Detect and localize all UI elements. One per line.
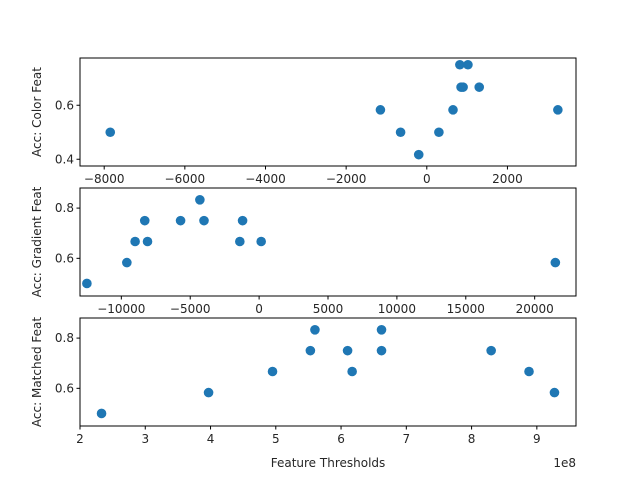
subplot-gradient-feat: −10000 −5000 0 5000 10000 15000 20000 0.6 0.8 Acc… — [30, 186, 577, 316]
plot-frame — [79, 187, 577, 297]
scatter-point — [203, 387, 214, 398]
y-axis-label: Acc: Gradient Feat — [30, 186, 44, 297]
scatter-point — [310, 325, 320, 335]
y-axis-label: Acc: Matched Feat — [30, 317, 44, 427]
x-tick-label: 5000 — [313, 302, 344, 316]
x-tick-label: 9 — [533, 432, 541, 446]
x-tick-label: 3 — [141, 432, 149, 446]
scatter-point — [550, 257, 561, 268]
x-tick-label: 5 — [272, 432, 280, 446]
x-tick-label: 7 — [402, 432, 410, 446]
scatter-point — [376, 325, 387, 335]
x-tick-label: 2 — [76, 432, 84, 446]
scatter-point — [96, 408, 107, 419]
scatter-point — [237, 215, 248, 226]
y-tick-label: 0.6 — [55, 251, 74, 265]
scatter-point — [455, 59, 465, 70]
scatter-point — [448, 105, 458, 115]
scatter-point — [413, 149, 424, 160]
scatter-point — [486, 345, 496, 356]
scatter-point — [235, 236, 245, 247]
x-tick-label: 2000 — [492, 172, 523, 186]
plot-frame — [79, 317, 577, 427]
x-axis-label: Feature Thresholds — [271, 456, 386, 470]
scatter-point — [105, 127, 116, 138]
subplot-color-feat: −8000 −6000 −4000 −2000 0 2000 0.4 0.6 Acc: Colo… — [30, 57, 577, 186]
x-tick-label: 0 — [255, 302, 263, 316]
scatter-point — [458, 82, 468, 92]
x-tick-label: 8 — [468, 432, 476, 446]
scatter-point — [376, 345, 387, 356]
x-tick-label: 15000 — [447, 302, 485, 316]
scatter-point — [139, 215, 150, 226]
y-tick-label: 0.4 — [55, 152, 74, 166]
x-tick-label: −10000 — [97, 302, 145, 316]
x-offset-label: 1e8 — [553, 456, 576, 470]
x-tick-label: 4 — [207, 432, 215, 446]
x-tick-label: −6000 — [165, 172, 206, 186]
scatter-point — [175, 215, 186, 226]
scatter-point — [395, 127, 406, 138]
y-tick-label: 0.8 — [55, 331, 74, 345]
x-tick-label: −2000 — [326, 172, 367, 186]
scatter-point — [195, 195, 205, 205]
scatter-point — [267, 366, 278, 377]
scatter-point — [82, 278, 92, 289]
scatter-point — [463, 59, 473, 70]
x-tick-label: 20000 — [516, 302, 554, 316]
plot-frame — [79, 57, 577, 167]
x-tick-label: 10000 — [378, 302, 416, 316]
scatter-point — [122, 257, 132, 268]
x-tick-label: −5000 — [170, 302, 211, 316]
y-tick-label: 0.8 — [55, 201, 74, 215]
scatter-point — [199, 215, 209, 226]
subplot-matched-feat: 2 3 4 5 6 7 8 9 0.6 0.8 Acc: Matched Feat Feature T… — [30, 317, 577, 470]
scatter-point — [524, 366, 534, 377]
scatter-point — [305, 345, 316, 356]
x-tick-label: 6 — [337, 432, 345, 446]
scatter-point — [142, 236, 153, 247]
y-tick-label: 0.6 — [55, 98, 74, 112]
y-axis-label: Acc: Color Feat — [30, 67, 44, 157]
scatter-point — [375, 105, 386, 115]
scatter-point — [434, 127, 444, 138]
x-tick-label: −4000 — [245, 172, 286, 186]
scatter-point — [549, 387, 560, 398]
x-tick-label: −8000 — [84, 172, 125, 186]
scatter-point — [474, 82, 485, 92]
scatter-point — [342, 345, 353, 356]
scatter-point — [256, 236, 266, 247]
scatter-point — [553, 105, 563, 115]
scatter-point — [347, 366, 357, 377]
scatter-point — [130, 236, 140, 247]
x-tick-label: 0 — [423, 172, 431, 186]
y-tick-label: 0.6 — [55, 381, 74, 395]
